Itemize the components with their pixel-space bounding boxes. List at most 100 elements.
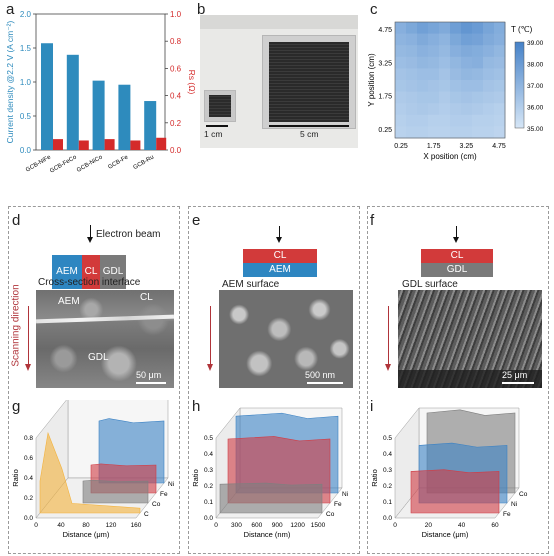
bar-current-density bbox=[118, 84, 131, 150]
bar-rs bbox=[156, 137, 167, 150]
series-label-fe: Fe bbox=[503, 511, 511, 518]
heatmap-cell bbox=[472, 80, 484, 93]
xlabel: Distance (μm) bbox=[422, 530, 469, 539]
ytick-label: 0.1 bbox=[204, 499, 213, 506]
series-label-co: Co bbox=[326, 511, 335, 518]
heatmap-cell bbox=[450, 33, 462, 46]
heatmap-cell bbox=[395, 68, 407, 81]
heatmap-cell bbox=[417, 56, 429, 69]
beam-arrowhead-e bbox=[276, 237, 282, 243]
cl-interface-line bbox=[36, 314, 174, 324]
ytick-label: 0.3 bbox=[383, 467, 392, 474]
heatmap-cell bbox=[439, 56, 451, 69]
beam-arrowhead-d bbox=[87, 237, 93, 243]
bar-rs bbox=[130, 140, 141, 150]
xtick-label: 0 bbox=[214, 522, 218, 529]
heatmap-cell bbox=[450, 68, 462, 81]
beam-arrowhead-f bbox=[453, 237, 459, 243]
xtick-label: 80 bbox=[82, 522, 90, 529]
bar-current-density bbox=[92, 80, 105, 150]
heatmap-cell bbox=[483, 33, 495, 46]
sem-cross-section: AEM CL GDL 50 μm bbox=[36, 290, 174, 388]
xtick-label-a: GCB-NiFe bbox=[25, 154, 53, 173]
series-label-ni: Ni bbox=[511, 501, 517, 508]
ytick-label: 0.0 bbox=[383, 515, 392, 522]
ytick-label: 0.4 bbox=[383, 451, 392, 458]
heatmap-cell bbox=[483, 103, 495, 116]
xlabel-c: X position (cm) bbox=[423, 152, 477, 161]
panel-label-g: g bbox=[12, 398, 21, 415]
heatmap-cell bbox=[450, 56, 462, 69]
scan-arrow-f bbox=[388, 306, 389, 366]
scan-arrow-e bbox=[210, 306, 211, 366]
heatmap-cell bbox=[494, 114, 506, 127]
scan-arrowhead-f bbox=[385, 364, 391, 371]
xtick-label: 300 bbox=[231, 522, 242, 529]
ytick-label: 0.5 bbox=[204, 435, 213, 442]
series-label-ni: Ni bbox=[168, 481, 174, 488]
heatmap-cell bbox=[483, 45, 495, 58]
series-label-ni: Ni bbox=[342, 491, 348, 498]
ytick2-label-a: 0.0 bbox=[170, 146, 182, 155]
heatmap-cell bbox=[461, 45, 473, 58]
heatmap-cell bbox=[494, 91, 506, 104]
electron-beam-label: Electron beam bbox=[96, 229, 161, 240]
ylabel: Ratio bbox=[11, 469, 20, 487]
heatmap-cell bbox=[461, 33, 473, 46]
heatmap-cell bbox=[417, 33, 429, 46]
bar-current-density bbox=[41, 43, 53, 150]
heatmap-cell bbox=[461, 56, 473, 69]
xtick-label-c: 4.75 bbox=[492, 143, 506, 150]
layer-gdl-d: GDL bbox=[100, 255, 126, 289]
series-label-co: Co bbox=[519, 491, 528, 498]
heatmap-cell bbox=[483, 91, 495, 104]
layer-cl-d: CL bbox=[82, 255, 100, 289]
ytick2-label-a: 0.8 bbox=[170, 37, 182, 46]
colorbar-tick: 37.00 bbox=[527, 83, 544, 90]
heatmap-cell bbox=[417, 91, 429, 104]
heatmap-cell bbox=[395, 22, 407, 35]
xtick-label: 40 bbox=[458, 522, 466, 529]
heatmap-cell bbox=[483, 22, 495, 35]
layer-gdl-f: GDL bbox=[421, 263, 493, 277]
heatmap-cell bbox=[494, 80, 506, 93]
heatmap-cell bbox=[395, 103, 407, 116]
heatmap-cell bbox=[417, 45, 429, 58]
ylabel: Ratio bbox=[191, 469, 200, 487]
ytick-label: 0.4 bbox=[24, 475, 33, 482]
heatmap-cell bbox=[428, 68, 440, 81]
heatmap-cell bbox=[439, 126, 451, 139]
heatmap-cell bbox=[428, 33, 440, 46]
sem-aem-surface: 500 nm bbox=[219, 290, 353, 388]
panel-label-h: h bbox=[192, 398, 201, 415]
heatmap-cell bbox=[428, 103, 440, 116]
heatmap-cell bbox=[494, 33, 506, 46]
large-electrode bbox=[262, 35, 356, 129]
heatmap-cell bbox=[461, 91, 473, 104]
frame-f-i bbox=[367, 206, 549, 554]
scale-label-e: 500 nm bbox=[305, 370, 336, 380]
scan-arrow-d bbox=[28, 306, 29, 366]
xtick-label: 1500 bbox=[311, 522, 326, 529]
colorbar-tick: 36.00 bbox=[527, 105, 544, 112]
heatmap-cell bbox=[439, 80, 451, 93]
ytick-label: 0.6 bbox=[24, 455, 33, 462]
heatmap-cell bbox=[494, 103, 506, 116]
heatmap-cell bbox=[439, 33, 451, 46]
xtick-label: 600 bbox=[251, 522, 262, 529]
heatmap-cell bbox=[461, 114, 473, 127]
heatmap-cell bbox=[450, 103, 462, 116]
heatmap-cell bbox=[406, 33, 418, 46]
panel-h-chart: NiFe Co 0.0 0.1 0.2 0.3 0.4 0.5 0 300 600 900 1200 15… bbox=[191, 407, 348, 539]
heatmap-cell bbox=[439, 91, 451, 104]
panel-c-heatmap: 0.25 1.75 3.25 4.75 4.75 3.25 1.75 0.25 X positi… bbox=[367, 21, 544, 161]
bar-rs bbox=[104, 139, 115, 150]
scale-label-d: 50 μm bbox=[136, 370, 162, 380]
ytick2-label-a: 1.0 bbox=[170, 10, 182, 19]
beam-arrow-e bbox=[279, 226, 280, 239]
heatmap-cell bbox=[406, 91, 418, 104]
xtick-label-a: GCB-NiCo bbox=[76, 154, 104, 174]
heatmap-cell bbox=[417, 22, 429, 35]
heatmap-cell bbox=[428, 22, 440, 35]
bar-rs bbox=[78, 140, 89, 150]
